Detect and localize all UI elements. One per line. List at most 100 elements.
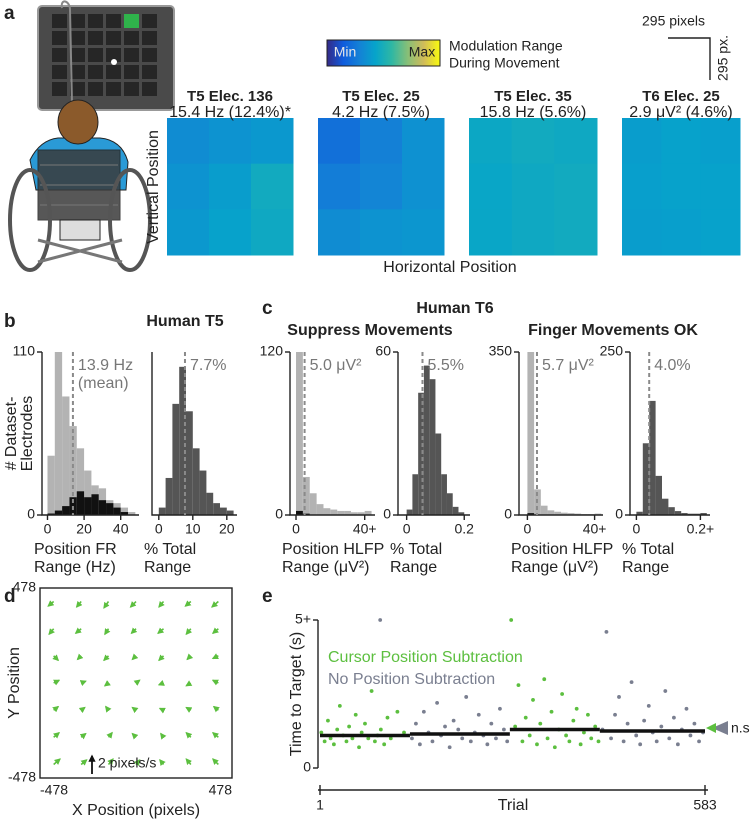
histogram-bar bbox=[344, 510, 351, 515]
data-point bbox=[538, 721, 543, 726]
vector-arrow bbox=[158, 654, 165, 662]
heatmap-cell bbox=[554, 118, 598, 165]
legend-label: Cursor Position Subtraction bbox=[328, 649, 523, 666]
histogram-bar bbox=[674, 511, 682, 515]
y-tick-label: 0 bbox=[504, 506, 512, 522]
x-tick-label: 1 bbox=[316, 797, 324, 813]
x-tick-label: 40+ bbox=[353, 521, 377, 537]
data-point bbox=[542, 677, 547, 682]
data-point bbox=[385, 715, 390, 720]
vector-arrow bbox=[103, 654, 110, 662]
histogram-bar bbox=[649, 400, 656, 515]
data-point bbox=[430, 739, 435, 744]
heatmap-cell bbox=[360, 118, 403, 165]
data-point bbox=[586, 712, 590, 717]
vector-arrow bbox=[131, 653, 139, 661]
data-point bbox=[502, 727, 506, 732]
x-axis-label: Range bbox=[144, 559, 191, 576]
histogram-bar bbox=[458, 512, 465, 515]
data-point bbox=[646, 703, 651, 708]
vector-arrow bbox=[212, 758, 219, 766]
histogram-bar bbox=[412, 474, 419, 515]
data-point bbox=[417, 742, 422, 747]
scale-bar-label: 295 px. bbox=[715, 35, 731, 81]
vector-arrow bbox=[157, 627, 165, 635]
data-point bbox=[527, 733, 532, 738]
x-tick-label: 0.2 bbox=[455, 521, 475, 537]
data-point bbox=[395, 709, 400, 714]
data-point bbox=[523, 715, 528, 720]
data-point bbox=[625, 721, 630, 726]
histogram-bar bbox=[158, 507, 166, 515]
vector-arrow bbox=[211, 731, 219, 739]
vector-arrow bbox=[184, 600, 192, 607]
vector-arrow bbox=[211, 653, 219, 660]
data-point bbox=[451, 718, 456, 723]
scale-bar bbox=[668, 37, 711, 80]
vector-arrow bbox=[79, 732, 87, 740]
vector-arrow bbox=[78, 706, 86, 714]
data-point bbox=[545, 736, 550, 741]
x-tick-label: 478 bbox=[209, 782, 233, 798]
data-point bbox=[443, 724, 447, 729]
histogram-bar bbox=[446, 493, 453, 515]
y-tick-label: 0 bbox=[615, 506, 623, 522]
colorbar-title: During Movement bbox=[449, 55, 560, 71]
histogram-bar bbox=[435, 433, 442, 515]
heatmap-cell bbox=[318, 118, 361, 165]
data-point bbox=[378, 618, 383, 622]
axis-line bbox=[629, 352, 710, 516]
y-axis-label: Electrodes bbox=[19, 396, 36, 472]
vector-arrow bbox=[211, 679, 219, 686]
heatmap-subtitle: 15.4 Hz (12.4%)* bbox=[169, 104, 291, 121]
data-point bbox=[659, 724, 664, 729]
vector-arrow bbox=[160, 732, 167, 740]
heatmap-title: T5 Elec. 35 bbox=[494, 88, 572, 105]
data-point bbox=[621, 739, 626, 744]
data-point bbox=[414, 721, 418, 726]
vector-arrow bbox=[130, 627, 138, 635]
data-point bbox=[447, 745, 452, 750]
data-point bbox=[357, 745, 361, 750]
x-tick-label: 10 bbox=[185, 521, 201, 537]
heatmap-cell bbox=[209, 163, 252, 210]
y-tick-label: 60 bbox=[375, 343, 391, 359]
y-tick-label: 478 bbox=[13, 579, 37, 595]
histogram-bar bbox=[681, 513, 688, 515]
vector-arrow bbox=[133, 758, 141, 766]
histogram-bar bbox=[554, 511, 561, 515]
data-point bbox=[485, 742, 490, 747]
histogram-bar bbox=[206, 492, 214, 515]
vector-arrow bbox=[105, 705, 112, 713]
heatmap-cell bbox=[251, 118, 294, 165]
heatmap-cell bbox=[167, 163, 210, 210]
histogram-bar bbox=[296, 510, 303, 515]
vector-arrow bbox=[52, 705, 60, 713]
x-axis-label: Position FR bbox=[34, 541, 117, 558]
y-tick-label: 0 bbox=[275, 506, 283, 522]
group-title: Suppress Movements bbox=[287, 322, 452, 339]
mean-label: (mean) bbox=[78, 375, 129, 392]
histogram-bar bbox=[76, 448, 85, 515]
histogram-bar bbox=[350, 512, 358, 515]
histogram-bar bbox=[296, 352, 303, 515]
data-point bbox=[567, 739, 572, 744]
group-title: Finger Movements OK bbox=[528, 322, 698, 339]
histogram-bar bbox=[120, 507, 129, 515]
data-point bbox=[672, 715, 676, 720]
histogram-bar bbox=[62, 506, 70, 515]
data-point bbox=[421, 709, 426, 714]
vector-arrow bbox=[79, 680, 87, 687]
histogram-bar bbox=[213, 503, 220, 515]
histogram-bar bbox=[323, 508, 331, 515]
histogram-bar bbox=[527, 352, 535, 515]
data-point bbox=[638, 742, 643, 747]
histogram-bar bbox=[452, 506, 459, 515]
data-point bbox=[366, 736, 371, 741]
y-tick-label: 0 bbox=[383, 506, 391, 522]
legend-label: No Position Subtraction bbox=[328, 671, 495, 688]
vector-arrow bbox=[131, 706, 139, 714]
heatmap-cell bbox=[661, 163, 702, 210]
y-tick-label: 0 bbox=[303, 759, 311, 775]
heatmap-cell bbox=[318, 163, 361, 210]
